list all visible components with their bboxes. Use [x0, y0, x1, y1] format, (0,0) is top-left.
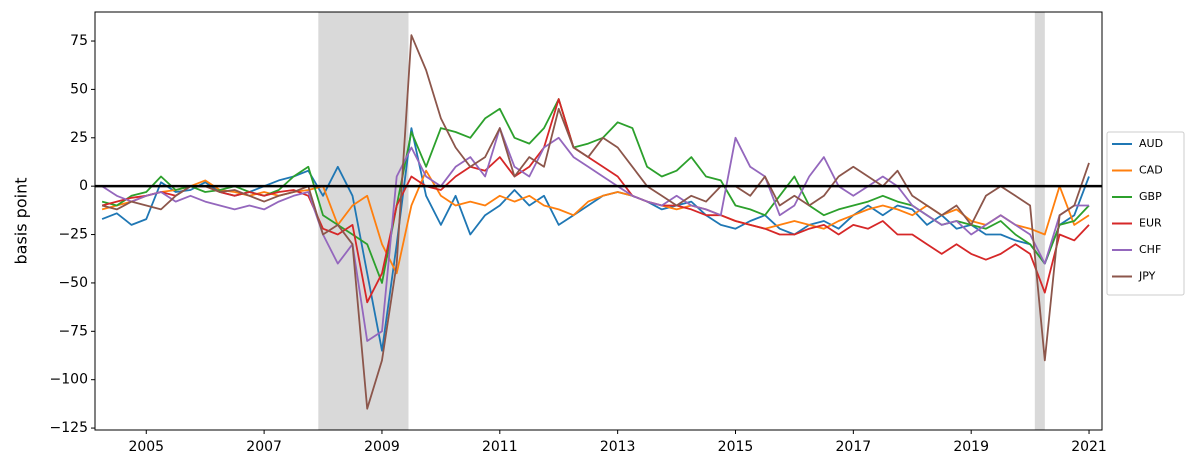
x-tick-label: 2017 [836, 439, 872, 455]
legend-label: CHF [1139, 243, 1161, 256]
x-tick-label: 2005 [128, 439, 164, 455]
series-line [101, 127, 1089, 342]
legend-label: AUD [1139, 137, 1163, 150]
legend: AUD CAD GBP EUR CHF JPY [1106, 131, 1185, 296]
x-tick-label: 2013 [600, 439, 636, 455]
y-tick-label: −25 [58, 227, 88, 243]
y-tick-label: −75 [58, 323, 88, 339]
legend-label: EUR [1139, 217, 1162, 230]
legend-box [1106, 131, 1185, 296]
x-tick-label: 2009 [364, 439, 400, 455]
x-tick-label: 2011 [482, 439, 518, 455]
plot-area [95, 12, 1102, 430]
y-tick-label: 50 [70, 81, 88, 97]
x-tick-label: 2019 [953, 439, 989, 455]
series-line [101, 34, 1090, 410]
y-tick-label: 25 [70, 130, 88, 146]
x-tick-label: 2007 [246, 439, 282, 455]
axes: −125 −100 −75 −50 −25 0 25 50 75 2005 2007 2009 2011… [50, 33, 1107, 455]
axes-frame [94, 11, 1103, 431]
legend-label: GBP [1139, 190, 1162, 203]
y-tick-label: −125 [50, 420, 88, 436]
legend-label: CAD [1139, 164, 1163, 177]
series-line [101, 98, 1090, 304]
series-line [101, 169, 1090, 275]
legend-label: JPY [1138, 270, 1156, 283]
x-tick-label: 2021 [1071, 439, 1107, 455]
y-tick-label: 0 [79, 178, 88, 194]
y-tick-label: −100 [50, 372, 88, 388]
y-tick-label: 75 [70, 33, 88, 49]
x-tick-label: 2015 [718, 439, 754, 455]
y-tick-label: −50 [58, 275, 88, 291]
shaded-region [1034, 12, 1045, 430]
y-axis-label: basis point [12, 178, 31, 265]
